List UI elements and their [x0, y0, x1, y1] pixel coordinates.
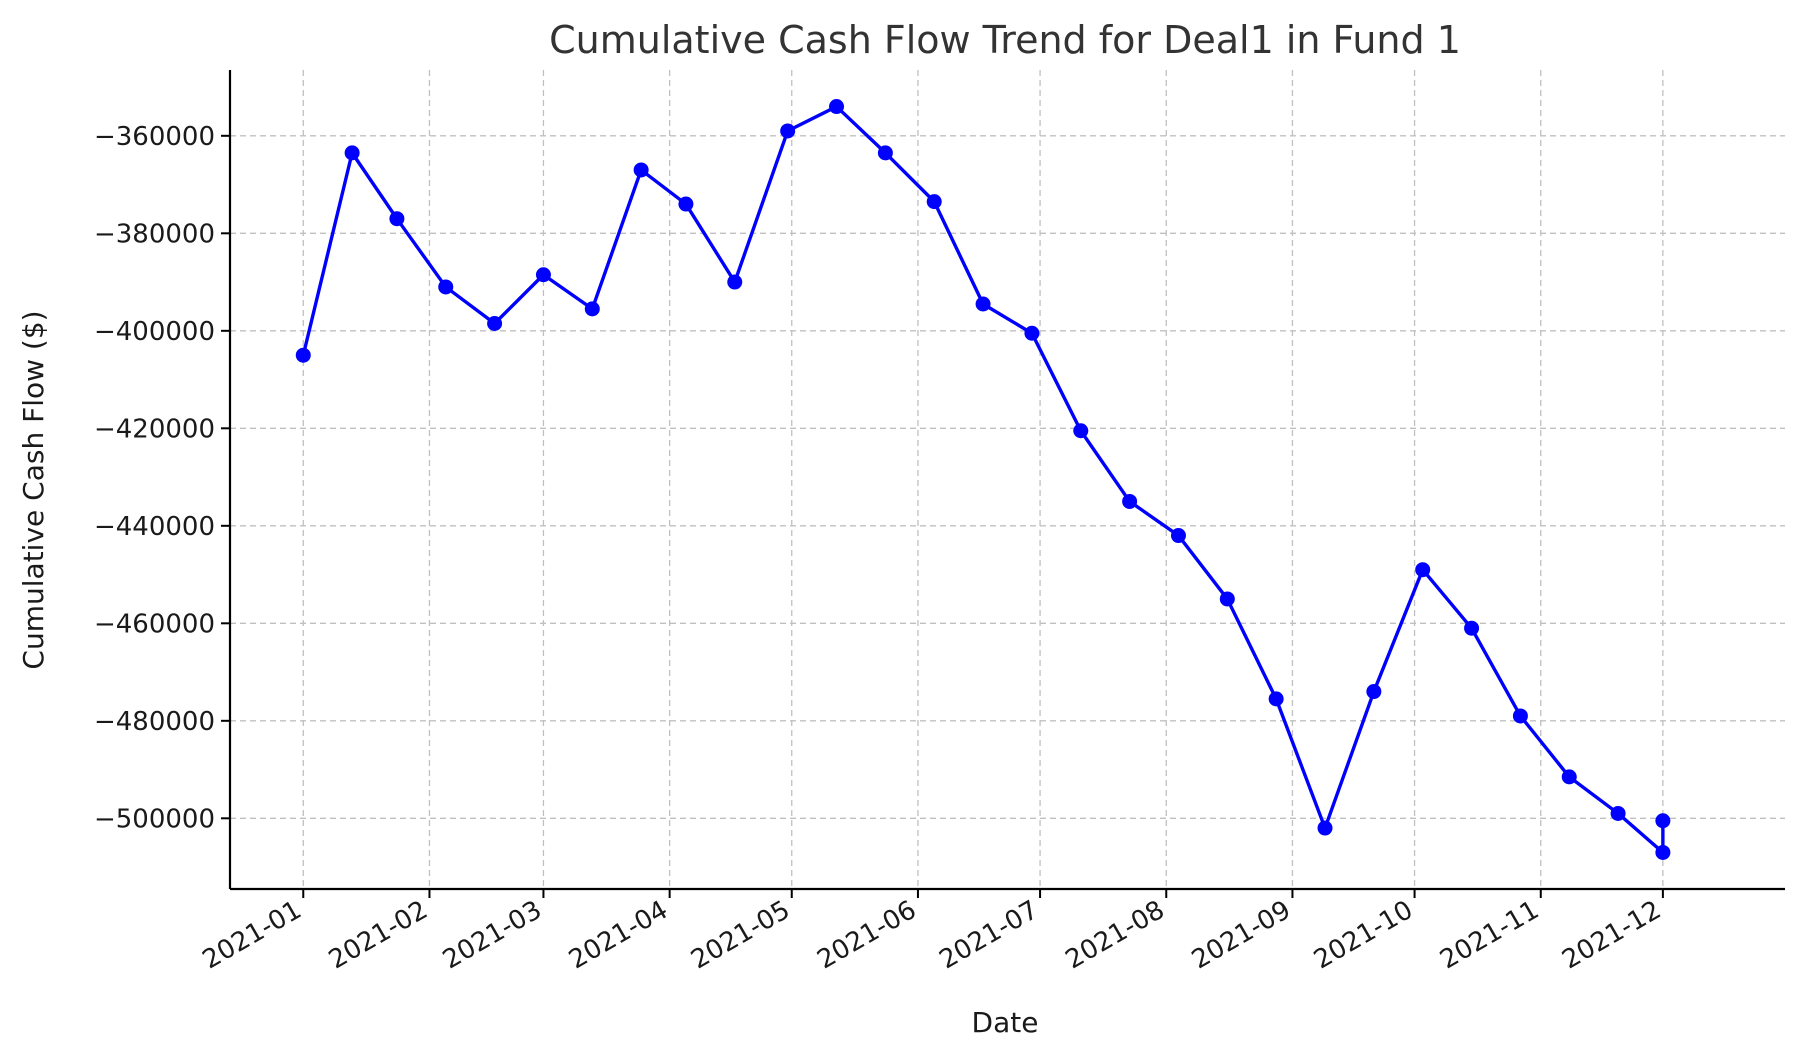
data-point — [877, 145, 893, 161]
data-point — [1122, 493, 1138, 509]
data-point — [678, 196, 694, 212]
x-tick-label: 2021-04 — [564, 895, 673, 975]
x-tick-label: 2021-01 — [198, 895, 307, 975]
y-tick-label: −440000 — [94, 512, 215, 542]
data-point — [975, 296, 991, 312]
x-tick-label: 2021-10 — [1309, 895, 1418, 975]
data-point — [1170, 528, 1186, 544]
data-point — [344, 145, 360, 161]
data-point — [1219, 591, 1235, 607]
data-point — [584, 301, 600, 317]
data-point — [727, 274, 743, 290]
data-point — [633, 162, 649, 178]
data-point — [438, 279, 454, 295]
data-point — [1610, 805, 1626, 821]
x-tick-label: 2021-11 — [1435, 895, 1544, 975]
data-point — [1024, 325, 1040, 341]
x-tick-label: 2021-02 — [324, 895, 433, 975]
x-tick-label: 2021-05 — [686, 895, 795, 975]
data-point — [1464, 620, 1480, 636]
data-point — [1512, 708, 1528, 724]
data-point — [926, 194, 942, 210]
y-tick-label: −420000 — [94, 414, 215, 444]
x-tick-label: 2021-08 — [1061, 895, 1170, 975]
y-tick-label: −400000 — [94, 317, 215, 347]
grid — [230, 70, 1785, 889]
data-point — [780, 123, 796, 139]
y-tick-label: −360000 — [94, 122, 215, 152]
x-tick-label: 2021-12 — [1557, 895, 1666, 975]
x-ticks: 2021-01 2021-02 2021-03 2021-04 2021-05 2021-… — [198, 889, 1666, 975]
x-tick-label: 2021-07 — [934, 895, 1043, 975]
data-point — [1655, 844, 1671, 860]
series-line — [301, 104, 1665, 855]
x-tick-label: 2021-06 — [812, 895, 921, 975]
data-point — [1561, 769, 1577, 785]
axes — [228, 70, 1785, 891]
data-point — [389, 211, 405, 227]
data-point — [295, 347, 311, 363]
data-point — [1415, 562, 1431, 578]
x-tick-label: 2021-09 — [1187, 895, 1296, 975]
data-point — [1073, 423, 1089, 439]
y-tick-label: −500000 — [94, 804, 215, 834]
data-point — [535, 267, 551, 283]
chart-title: Cumulative Cash Flow Trend for Deal1 in … — [549, 18, 1461, 62]
data-point — [1366, 684, 1382, 700]
y-tick-label: −460000 — [94, 609, 215, 639]
data-point — [1317, 820, 1333, 836]
y-axis-label: Cumulative Cash Flow ($) — [17, 310, 50, 669]
x-tick-label: 2021-03 — [438, 895, 547, 975]
y-tick-label: −480000 — [94, 707, 215, 737]
data-point — [829, 99, 845, 115]
data-point — [1655, 813, 1671, 829]
data-point — [487, 316, 503, 331]
x-axis-label: Date — [972, 1006, 1039, 1039]
y-tick-label: −380000 — [94, 219, 215, 249]
y-ticks: −360000 −380000 −400000 −420000 −440000 −4600… — [94, 122, 230, 834]
data-point — [1268, 691, 1284, 707]
series-layer — [295, 99, 1671, 860]
